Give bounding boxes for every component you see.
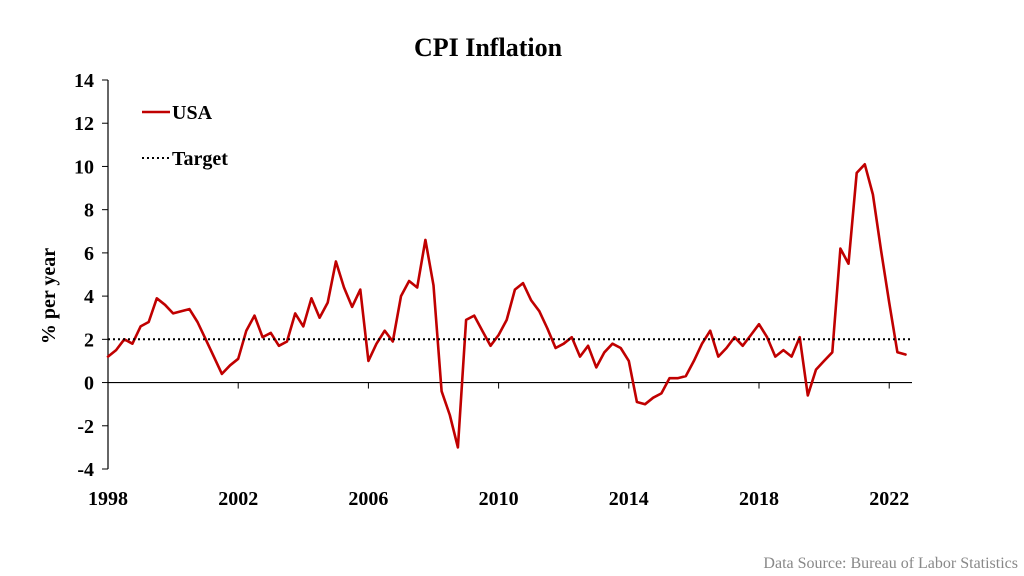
- y-tick-label: 4: [84, 286, 94, 308]
- data-source-note: Data Source: Bureau of Labor Statistics: [763, 555, 1018, 572]
- y-tick-label: 12: [74, 113, 94, 135]
- legend: USA Target: [142, 102, 228, 170]
- x-tick-label: 2006: [348, 488, 388, 510]
- y-tick-label: 6: [84, 243, 94, 265]
- chart-title: CPI Inflation: [414, 33, 563, 62]
- x-tick-label: 2002: [218, 488, 258, 510]
- series-lines: [106, 163, 912, 449]
- x-tick-label: 2022: [869, 488, 909, 510]
- y-tick-label: -4: [77, 459, 94, 481]
- axes: -4 -2 0 2 4 6 8 10 12 14 1998 2002 2006 2010 2014 2018 2…: [74, 70, 912, 510]
- y-tick-label: 10: [74, 156, 94, 178]
- legend-label-usa: USA: [172, 102, 213, 124]
- y-tick-label: -2: [77, 416, 94, 438]
- x-tick-label: 2018: [739, 488, 779, 510]
- x-tick-label: 1998: [88, 488, 128, 510]
- x-tick-label: 2014: [609, 488, 649, 510]
- legend-label-target: Target: [172, 148, 228, 170]
- x-tick-label: 2010: [479, 488, 519, 510]
- y-axis-label: % per year: [38, 248, 60, 344]
- y-tick-label: 14: [74, 70, 94, 92]
- y-tick-label: 2: [84, 329, 94, 351]
- y-tick-label: 0: [84, 373, 94, 395]
- series-line-usa: [106, 163, 907, 449]
- y-tick-label: 8: [84, 200, 94, 222]
